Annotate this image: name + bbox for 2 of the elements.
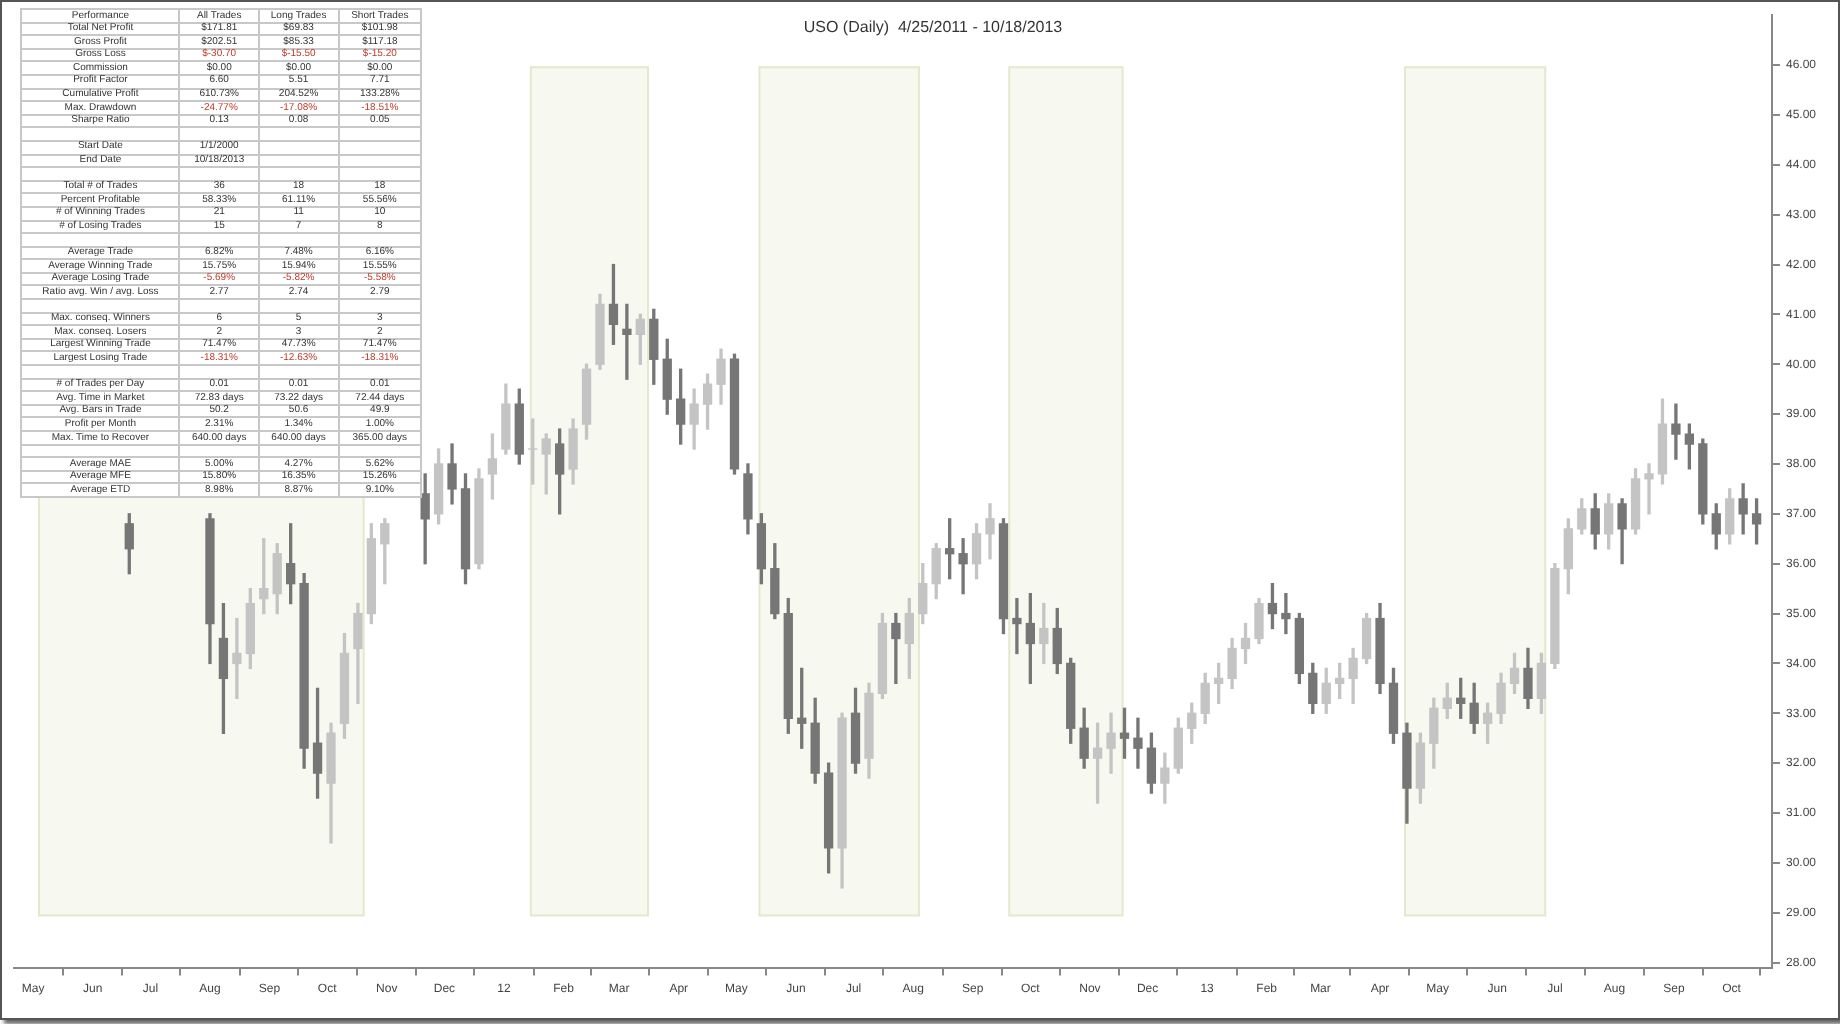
chart-title: USO (Daily) 4/25/2011 - 10/18/2013 bbox=[803, 17, 1064, 36]
candlestick bbox=[528, 418, 538, 485]
